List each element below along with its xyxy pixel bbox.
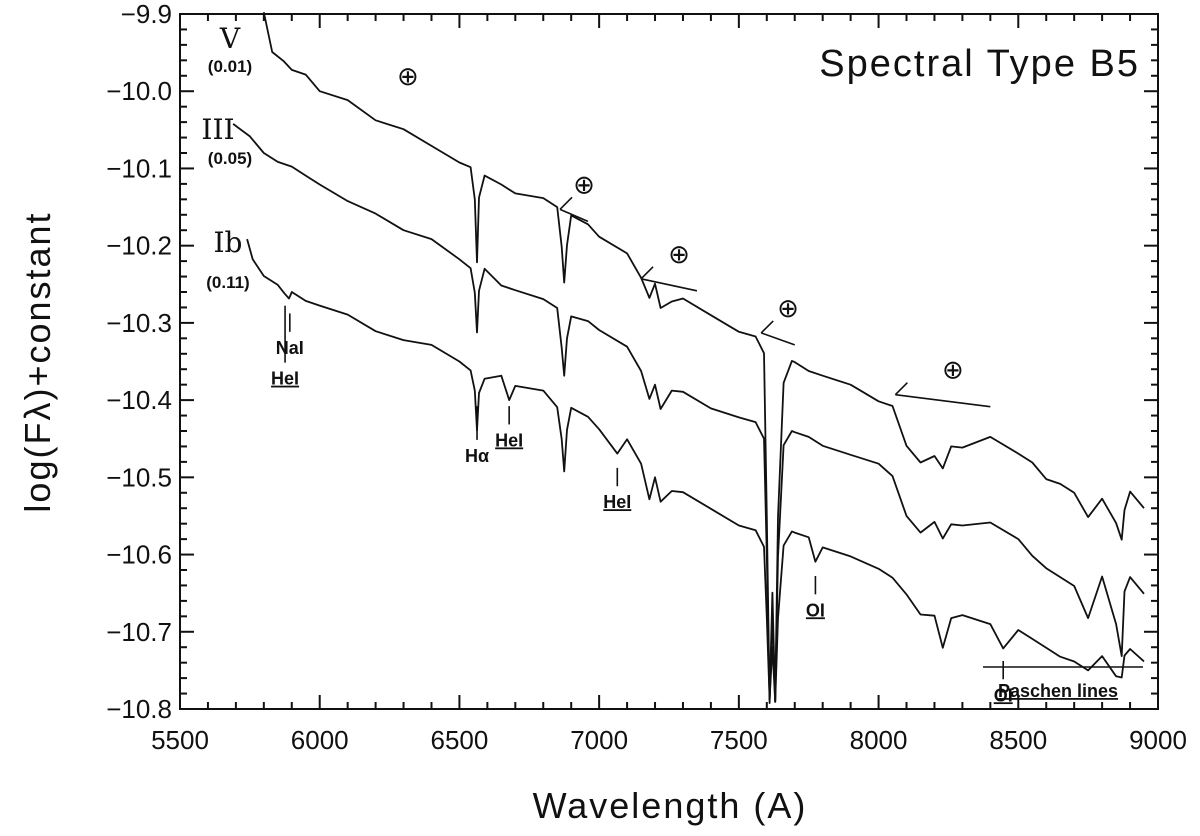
telluric-bracket-start	[760, 320, 774, 334]
y-tick-label: −10.6	[106, 540, 172, 570]
y-axis-ticks: −9.9 −10.0 −10.1 −10.2 −10.3 −10.4 −10.5 −10.6 −…	[106, 0, 1158, 724]
series-label-iii: III	[201, 113, 234, 146]
telluric-bracket	[760, 332, 796, 346]
telluric-layer: ⊕ ⊕ ⊕ ⊕ ⊕	[397, 62, 991, 408]
y-tick-label: −10.3	[106, 308, 172, 338]
x-tick-label: 8500	[989, 725, 1047, 755]
x-axis-ticks: 5500 6000 6500 7000 7500 8000 8500 9000	[151, 14, 1187, 755]
telluric-bracket	[640, 278, 698, 292]
series-sub-v: (0.01)	[208, 57, 252, 76]
line-id-label: HeI	[271, 369, 299, 389]
x-tick-label: 6000	[291, 725, 349, 755]
plot-frame	[179, 13, 1159, 710]
line-id-label: Hα	[465, 446, 489, 466]
x-tick-label: 9000	[1129, 725, 1187, 755]
series-sub-iii: (0.05)	[208, 149, 252, 168]
spectrum-line-ib	[246, 238, 1145, 703]
y-tick-label: −9.9	[121, 0, 172, 29]
y-axis-title: log(Fλ)+constant	[17, 211, 58, 512]
telluric-icon: ⊕	[668, 240, 690, 270]
y-tick-label: −10.2	[106, 231, 172, 261]
y-tick-label: −10.5	[106, 462, 172, 492]
x-tick-label: 7000	[570, 725, 628, 755]
spectrum-line-iii	[232, 123, 1145, 703]
telluric-bracket-start	[640, 266, 654, 280]
telluric-bracket-start	[894, 382, 908, 396]
y-tick-label: −10.1	[106, 153, 172, 183]
x-tick-label: 7500	[710, 725, 768, 755]
y-tick-label: −10.4	[106, 385, 172, 415]
telluric-bracket-start	[559, 196, 573, 210]
series-label-v: V	[219, 22, 241, 55]
telluric-icon: ⊕	[942, 356, 964, 386]
series-sub-ib: (0.11)	[206, 273, 249, 292]
series-layer	[232, 12, 1145, 704]
telluric-icon: ⊕	[397, 62, 419, 92]
telluric-bracket	[559, 208, 589, 223]
line-labels-layer: HeI NaI Hα HeI HeI OI OI	[271, 305, 1013, 705]
series-label-ib: Ib	[214, 226, 243, 259]
paschen-label: Paschen lines	[998, 681, 1118, 701]
telluric-icon: ⊕	[573, 170, 595, 200]
x-tick-label: 8000	[850, 725, 908, 755]
x-axis-title: Wavelength (A)	[533, 785, 808, 826]
spectrum-line-v	[262, 12, 1145, 704]
x-tick-label: 5500	[151, 725, 209, 755]
line-id-label: OI	[994, 685, 1013, 705]
x-tick-label: 6500	[431, 725, 489, 755]
y-tick-label: −10.0	[106, 76, 172, 106]
line-id-label: NaI	[276, 338, 304, 358]
y-tick-label: −10.7	[106, 617, 172, 647]
telluric-bracket	[895, 393, 991, 408]
line-id-label: HeI	[495, 430, 523, 450]
chart-title: Spectral Type B5	[819, 43, 1140, 85]
telluric-icon: ⊕	[777, 294, 799, 324]
line-id-label: HeI	[603, 492, 631, 512]
y-tick-label: −10.8	[106, 694, 172, 724]
line-id-label: OI	[806, 600, 825, 620]
